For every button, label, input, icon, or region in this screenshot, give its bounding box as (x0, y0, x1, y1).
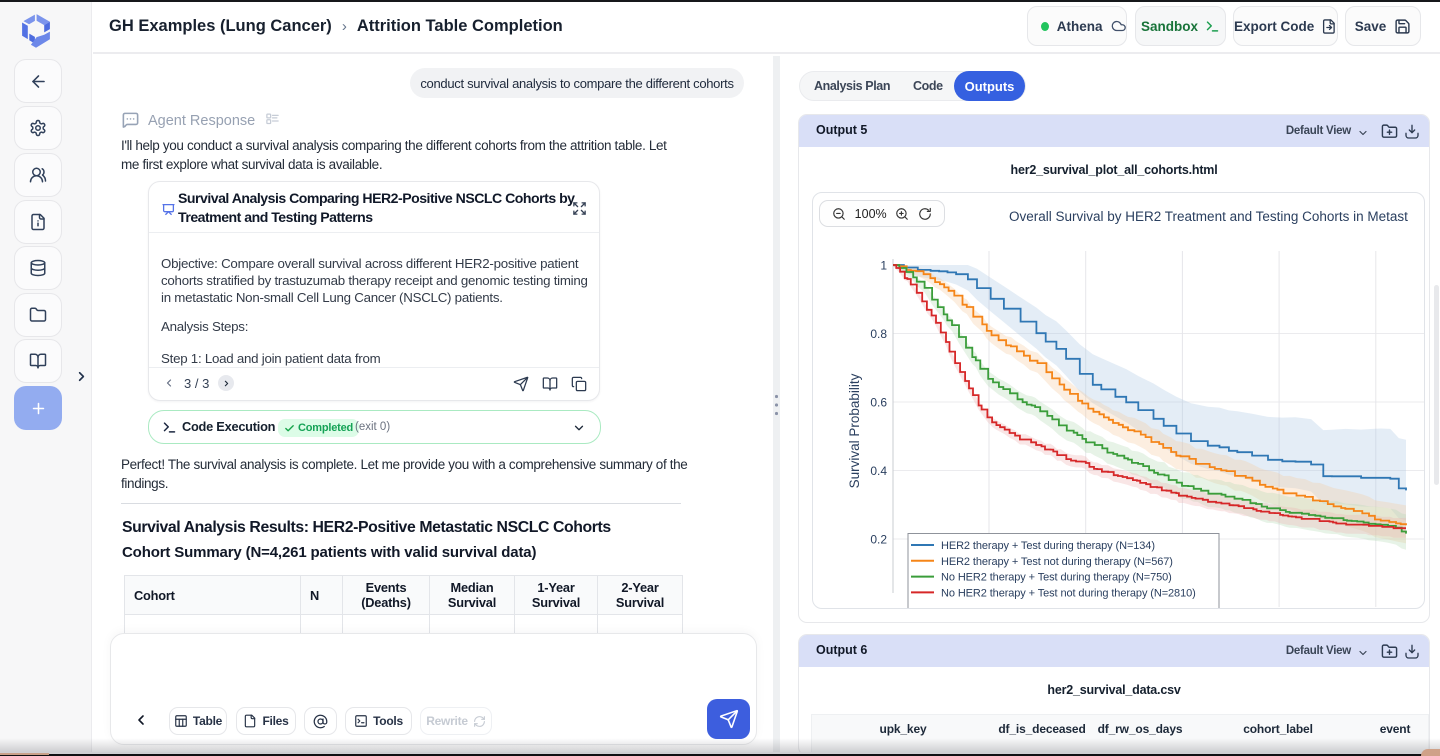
svg-text:No HER2 therapy + Test during: No HER2 therapy + Test during therapy (N… (941, 572, 1172, 584)
svg-text:HER2 therapy + Test not during: HER2 therapy + Test not during therapy (… (941, 556, 1173, 568)
svg-text:0.2: 0.2 (870, 533, 887, 547)
svg-text:0.8: 0.8 (870, 327, 887, 341)
svg-text:0.4: 0.4 (870, 464, 887, 478)
svg-text:Survival Probability: Survival Probability (847, 373, 862, 488)
svg-text:No HER2 therapy + Test not dur: No HER2 therapy + Test not during therap… (941, 587, 1196, 599)
svg-text:1: 1 (880, 259, 887, 273)
svg-text:HER2 therapy + Test during the: HER2 therapy + Test during therapy (N=13… (941, 540, 1155, 552)
svg-text:0.6: 0.6 (870, 396, 887, 410)
